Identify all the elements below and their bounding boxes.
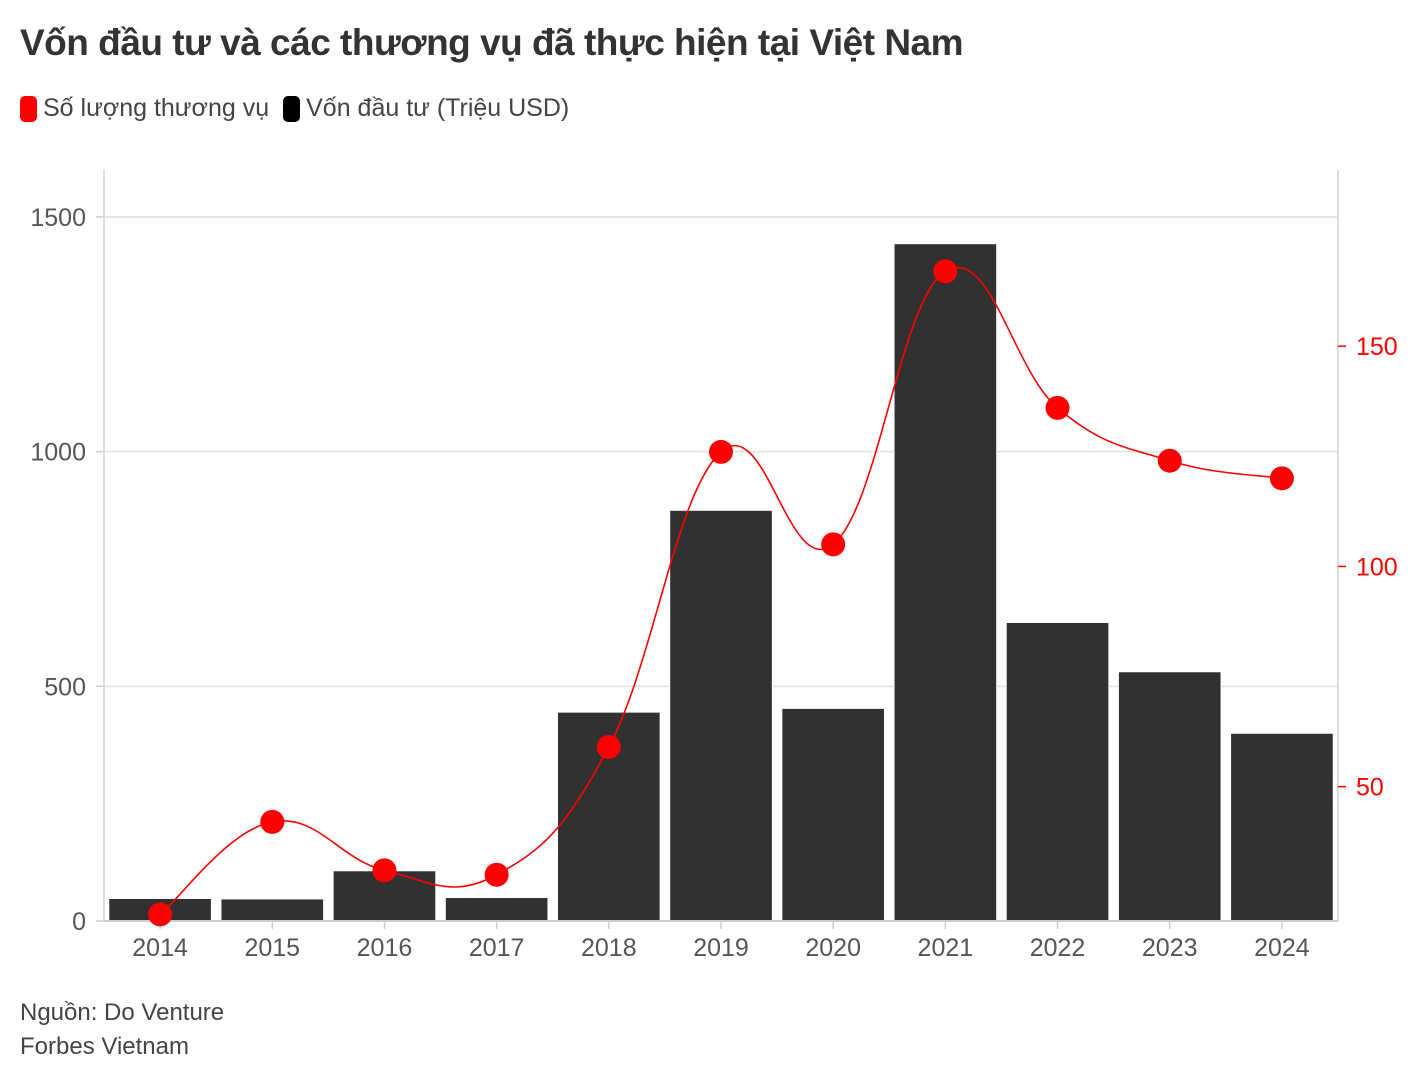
deals-point-2016 bbox=[372, 858, 397, 883]
bar-2017 bbox=[444, 897, 549, 922]
deals-point-2021 bbox=[933, 259, 958, 284]
publisher-note: Forbes Vietnam bbox=[20, 1033, 189, 1060]
legend-item-capital: Vốn đầu tư (Triệu USD) bbox=[283, 94, 569, 123]
bar-2020 bbox=[781, 707, 886, 922]
legend: Số lượng thương vụ Vốn đầu tư (Triệu USD… bbox=[20, 94, 569, 123]
x-tick-label-2023: 2023 bbox=[1142, 934, 1198, 962]
deals-point-2017 bbox=[484, 862, 509, 887]
deals-point-2020 bbox=[821, 532, 846, 557]
x-tick-label-2022: 2022 bbox=[1030, 934, 1086, 962]
deals-point-2023 bbox=[1157, 448, 1182, 473]
deals-point-2014 bbox=[148, 902, 173, 927]
x-tick-label-2021: 2021 bbox=[918, 934, 974, 962]
y-left-tick-label: 1500 bbox=[30, 204, 86, 232]
y-right-tick-label: 150 bbox=[1356, 333, 1398, 361]
deals-point-2024 bbox=[1269, 466, 1294, 491]
y-left-tick-label: 1000 bbox=[30, 439, 86, 467]
y-right-tick-label: 50 bbox=[1356, 774, 1384, 802]
x-tick-label-2016: 2016 bbox=[357, 934, 413, 962]
chart-title: Vốn đầu tư và các thương vụ đã thực hiện… bbox=[20, 22, 964, 63]
footer: Nguồn: Do Venture Forbes Vietnam bbox=[20, 996, 224, 1064]
x-tick-label-2020: 2020 bbox=[805, 934, 861, 962]
bar-2015 bbox=[220, 898, 325, 922]
deals-point-2022 bbox=[1045, 395, 1070, 420]
y-right-tick-label: 100 bbox=[1356, 553, 1398, 581]
x-tick-label-2024: 2024 bbox=[1254, 934, 1310, 962]
bar-2021 bbox=[893, 243, 998, 922]
x-tick-label-2018: 2018 bbox=[581, 934, 637, 962]
legend-swatch-deals bbox=[20, 95, 37, 122]
x-tick-label-2015: 2015 bbox=[244, 934, 300, 962]
deals-point-2019 bbox=[709, 439, 733, 464]
chart-plot: 0 500 1000 1500 50 100 150 2014 2015 2016 2017 2018… bbox=[30, 170, 1398, 962]
deals-point-2015 bbox=[260, 809, 285, 834]
x-tick-label-2019: 2019 bbox=[693, 934, 749, 962]
x-tick-label-2017: 2017 bbox=[469, 934, 525, 962]
legend-label-deals: Số lượng thương vụ bbox=[43, 94, 270, 122]
y-left-tick-label: 0 bbox=[72, 908, 86, 936]
source-note: Nguồn: Do Venture bbox=[20, 999, 225, 1026]
x-tick-label-2014: 2014 bbox=[132, 934, 188, 962]
legend-label-capital: Vốn đầu tư (Triệu USD) bbox=[306, 94, 570, 122]
bar-2022 bbox=[1005, 621, 1110, 922]
legend-item-deals: Số lượng thương vụ bbox=[20, 94, 269, 123]
y-left-tick-label: 500 bbox=[44, 673, 86, 701]
deals-point-2018 bbox=[596, 735, 621, 760]
bar-2024 bbox=[1230, 732, 1334, 922]
bar-2023 bbox=[1117, 671, 1222, 922]
legend-swatch-capital bbox=[283, 95, 301, 122]
bar-2019 bbox=[669, 509, 773, 922]
